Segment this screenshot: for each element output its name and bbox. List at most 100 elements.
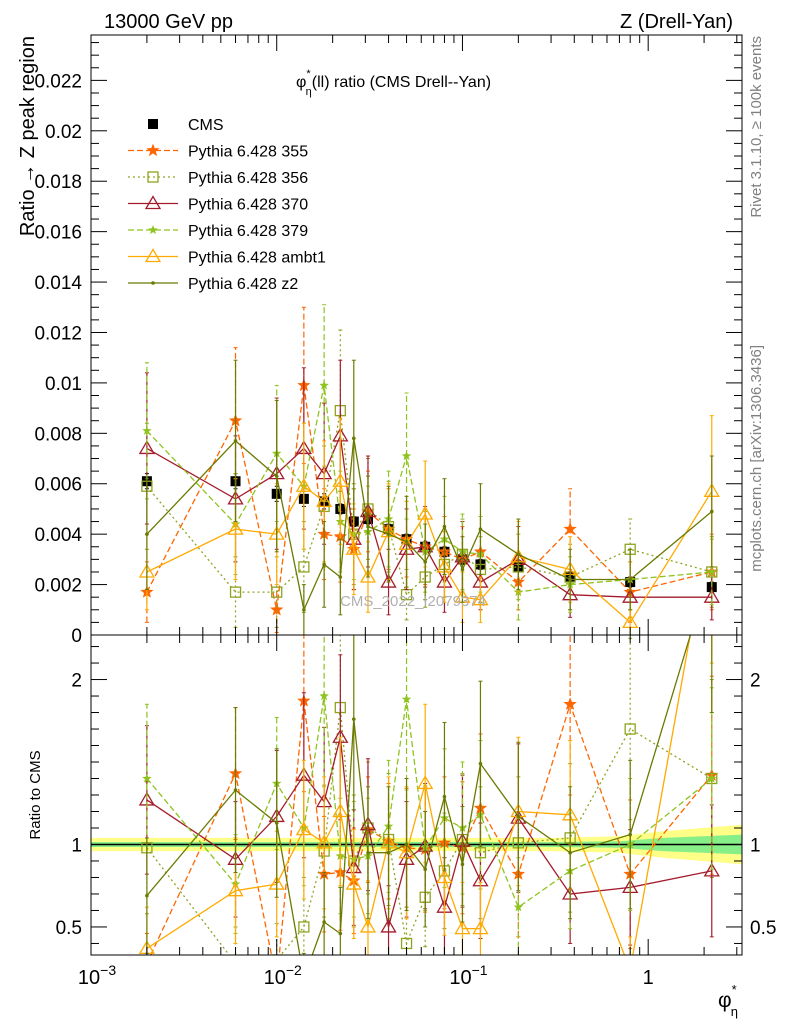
ratio-frame [90, 634, 743, 956]
main-data-point [332, 472, 349, 487]
legend-swatch-marker [148, 119, 158, 129]
x-tick-label: 10−3 [78, 962, 116, 989]
ratio-series-layer [138, 635, 720, 980]
main-data-point [316, 493, 333, 508]
ratio-data-point [366, 850, 370, 855]
main-data-point [380, 573, 397, 588]
ratio-data-point [233, 788, 238, 792]
main-data-point [472, 591, 489, 606]
ratio-data-point [359, 918, 377, 933]
y-tick-label: 0.004 [34, 525, 82, 546]
main-series-line [146, 433, 712, 598]
ratio-series-line [146, 707, 713, 955]
main-series-line [146, 385, 712, 610]
main-data-point [271, 586, 283, 598]
x-tick-label: 1 [643, 967, 654, 989]
legend-item: Pythia 6.428 z2 [128, 276, 298, 293]
ratio-data-point [338, 931, 343, 936]
ratio-data-point [478, 761, 483, 766]
ratio-data-point [274, 821, 279, 825]
legend-item: CMS [148, 117, 224, 134]
ratio-series-line [150, 700, 713, 955]
main-plot-area [138, 304, 720, 635]
y-tick-label: 2 [71, 671, 82, 692]
y-tick-label: 0.008 [34, 424, 82, 445]
ratio-data-point [319, 691, 329, 701]
y-tick-label-right: 0.5 [750, 918, 776, 939]
y-tick-label: 0 [71, 626, 82, 647]
legend-label: Pythia 6.428 ambt1 [188, 250, 326, 267]
main-series-line [146, 410, 712, 596]
ratio-axes: 0.5 0.5 1 1 2 2 [56, 635, 776, 955]
ratio-series-line [146, 635, 691, 955]
main-data-point [274, 474, 279, 478]
ratio-data-point [417, 775, 434, 790]
x-axis-label: φ* η [718, 982, 738, 1019]
ratio-data-point [302, 976, 306, 980]
ratio-data-point [145, 893, 149, 898]
ratio-data-point [423, 867, 427, 872]
legend-label: Pythia 6.428 355 [188, 144, 308, 161]
ratio-data-point [624, 723, 636, 735]
main-data-point [345, 540, 362, 555]
main-data-point [404, 539, 409, 544]
ratio-series-line [146, 737, 712, 928]
ratio-data-point [271, 954, 283, 955]
ratio-plot-area [91, 635, 742, 980]
y-tick-label: 0.02 [45, 122, 82, 143]
ratio-data-point [227, 882, 244, 897]
y-tick-label: 0.006 [34, 475, 82, 496]
ratio-data-point [142, 773, 152, 783]
ratio-bands [91, 824, 742, 865]
main-data-point [401, 451, 412, 461]
ratio-data-point [563, 697, 577, 710]
legend-label: Pythia 6.428 356 [188, 170, 308, 187]
y-tick-label-right: 2 [750, 671, 761, 692]
main-data-point [295, 477, 312, 492]
main-series-6 [144, 359, 714, 635]
watermark: CMS_2022_I2079374 [340, 593, 486, 610]
main-data-point [516, 552, 521, 557]
ratio-data-point [516, 814, 521, 819]
main-data-point [302, 607, 306, 612]
ratio-data-point [380, 918, 397, 933]
main-data-point [417, 505, 434, 520]
legend-swatch-marker [144, 248, 162, 263]
ratio-data-point [472, 920, 489, 935]
header-left: 13000 GeV pp [104, 11, 233, 33]
main-data-point [359, 568, 377, 583]
main-data-point [351, 436, 356, 441]
main-data-point [298, 561, 310, 573]
ratio-data-point [436, 869, 453, 884]
legend-item: Pythia 6.428 379 [128, 223, 308, 240]
main-series-line [146, 438, 713, 612]
main-data-point [423, 560, 427, 564]
legend-item: Pythia 6.428 370 [128, 195, 308, 214]
ratio-data-point [460, 862, 465, 867]
ratio-data-point [351, 717, 356, 721]
x-tick-labels: 10−3 10−2 10−1 1 [78, 962, 654, 989]
main-title: φ* η(ll) ratio (CMS Drell--Yan) [296, 68, 491, 98]
main-data-point [386, 532, 391, 536]
legend-item: Pythia 6.428 ambt1 [128, 248, 326, 267]
main-data-point [563, 522, 577, 535]
legend-swatch-marker [147, 171, 159, 183]
y-tick-label: 0.018 [34, 172, 82, 193]
y-tick-label: 0.014 [34, 273, 82, 294]
y-tick-label: 0.022 [34, 71, 82, 92]
ratio-data-point [513, 902, 524, 912]
legend-swatch-marker [151, 281, 155, 285]
y-tick-label: 0.016 [34, 223, 82, 244]
mcplots-label: mcplots.cern.ch [arXiv:1306.3436] [748, 345, 765, 572]
main-data-point [142, 425, 152, 435]
ratio-data-point [628, 832, 632, 837]
main-data-point [270, 602, 284, 616]
legend-label: Pythia 6.428 z2 [188, 276, 298, 293]
main-data-point [233, 439, 238, 443]
main-data-point [227, 520, 244, 535]
ratio-data-point [295, 821, 312, 836]
x-tick-label: 10−1 [449, 962, 487, 989]
legend-swatch-marker [144, 195, 162, 210]
main-data-point [229, 586, 242, 598]
